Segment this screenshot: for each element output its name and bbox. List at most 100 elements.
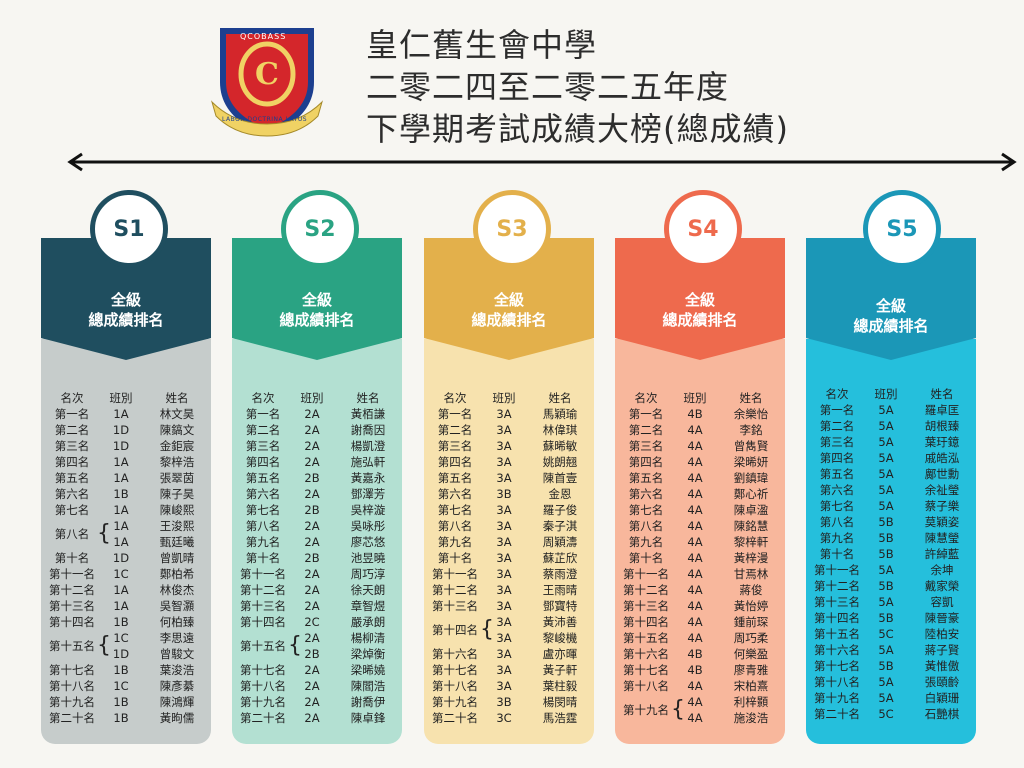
name-cell: 蔣俊 (739, 583, 763, 597)
column-body (41, 339, 211, 744)
name-cell: 張頤齡 (924, 675, 960, 689)
rank-cell: 第五名 (54, 471, 90, 485)
header-rank: 名次 (634, 391, 658, 405)
table-row: 第十八名 3A 葉柱毅 (424, 678, 594, 694)
name-cell: 戴家榮 (924, 579, 960, 593)
column-heading: 全級 總成績排名 (424, 290, 594, 330)
rank-cell: 第六名 (245, 487, 281, 501)
class-cell: 5A (878, 691, 894, 705)
class-cell: 5A (878, 403, 894, 417)
table-row: 第二名 4A 李銘 (615, 422, 785, 438)
table-row: 第十三名 2A 章智煜 (232, 598, 402, 614)
heading-line-1: 全級 (301, 291, 332, 309)
rank-cell: 第五名 (628, 471, 664, 485)
rank-cell: 第七名 (628, 503, 664, 517)
rank-cell: 第十二名 (623, 583, 669, 597)
name-cell: 廖芯悠 (350, 535, 386, 549)
class-cell: 1B (113, 711, 129, 725)
name-cell: 黎峻機 (542, 631, 578, 645)
table-row: 第八名 3A 秦子淇 (424, 518, 594, 534)
class-cell: 2B (304, 471, 320, 485)
header-name: 姓名 (739, 391, 763, 405)
class-cell: 2A (304, 535, 320, 549)
header-rank: 名次 (251, 391, 275, 405)
class-cell: 5A (878, 563, 894, 577)
table-row: 第九名 5B 陳慧瑩 (806, 530, 976, 546)
column-banner (615, 238, 785, 363)
class-cell: 3B (496, 695, 512, 709)
rank-cell: 第一名 (437, 407, 473, 421)
name-cell: 曾雋賢 (733, 439, 769, 453)
name-cell: 馬穎瑜 (542, 407, 578, 421)
rank-cell: 第六名 (628, 487, 664, 501)
class-cell: 2A (304, 407, 320, 421)
rank-cell: 第三名 (245, 439, 281, 453)
banner-tip (232, 330, 402, 370)
name-cell: 莫穎姿 (924, 515, 960, 529)
rank-cell: 第八名 (54, 527, 90, 541)
heading-line-1: 全級 (110, 291, 141, 309)
rank-cell: 第八名 (819, 515, 855, 529)
name-cell: 戚皓泓 (924, 451, 960, 465)
column-heading: 全級 總成績排名 (806, 296, 976, 336)
class-cell: 5A (878, 435, 894, 449)
class-cell: 3A (496, 583, 512, 597)
class-cell: 2C (304, 615, 320, 629)
table-header: 名次 班別 姓名 (232, 390, 402, 406)
table-row: 第十四名 4A 鍾前琛 (615, 614, 785, 630)
class-cell: 3A (496, 551, 512, 565)
class-cell: 3A (496, 631, 512, 645)
name-cell: 葉玗鐿 (924, 435, 960, 449)
name-cell: 葉柱毅 (542, 679, 578, 693)
class-cell: 4A (687, 631, 703, 645)
name-cell: 李銘 (739, 423, 763, 437)
name-cell: 楊凱澄 (350, 439, 386, 453)
name-cell: 蔡子樂 (924, 499, 960, 513)
class-cell: 5B (878, 531, 894, 545)
name-cell: 鄭心祈 (733, 487, 769, 501)
rank-cell: 第三名 (628, 439, 664, 453)
class-cell: 2A (304, 423, 320, 437)
name-cell: 蔡雨澄 (542, 567, 578, 581)
name-cell: 利梓顥 (733, 695, 769, 709)
name-cell: 鄧寶特 (542, 599, 578, 613)
class-cell: 4A (687, 599, 703, 613)
table-row: 第十名 2B 池昱曉 (232, 550, 402, 566)
table-row: 第十八名 5A 張頤齡 (806, 674, 976, 690)
name-cell: 陳銘慧 (733, 519, 769, 533)
rank-cell: 第十八名 (623, 679, 669, 693)
name-cell: 余樂怡 (733, 407, 769, 421)
table-row: 2B 梁焯衡 (232, 646, 402, 662)
class-cell: 3A (496, 647, 512, 661)
class-cell: 5A (878, 451, 894, 465)
header-name: 姓名 (930, 387, 954, 401)
class-cell: 2B (304, 503, 320, 517)
name-cell: 周巧柔 (733, 631, 769, 645)
class-cell: 5B (878, 611, 894, 625)
name-cell: 梁晞嬈 (350, 663, 386, 677)
class-cell: 3A (496, 407, 512, 421)
rank-cell: 第四名 (628, 455, 664, 469)
table-row: 第十一名 2A 周巧淳 (232, 566, 402, 582)
grade-label: S4 (687, 216, 719, 242)
rank-cell: 第十七名 (814, 659, 860, 673)
rank-cell: 第十七名 (623, 663, 669, 677)
header-class: 班別 (109, 391, 133, 405)
heading-line-1: 全級 (493, 291, 524, 309)
column-banner (41, 238, 211, 363)
rank-cell: 第九名 (437, 535, 473, 549)
rank-cell: 第十六名 (623, 647, 669, 661)
rank-cell: 第九名 (819, 531, 855, 545)
name-cell: 張翠茵 (159, 471, 195, 485)
name-cell: 鄧澤芳 (350, 487, 386, 501)
table-row: 第十四名 2C 嚴承朗 (232, 614, 402, 630)
class-cell: 4A (687, 679, 703, 693)
svg-text:C: C (255, 57, 279, 92)
table-row: 4A 施浚浩 (615, 710, 785, 726)
name-cell: 廖青雅 (733, 663, 769, 677)
class-cell: 2A (304, 487, 320, 501)
header-rank: 名次 (60, 391, 84, 405)
banner-tip (615, 330, 785, 370)
rank-cell: 第十七名 (49, 663, 95, 677)
table-row: 第十三名 5A 容凱 (806, 594, 976, 610)
